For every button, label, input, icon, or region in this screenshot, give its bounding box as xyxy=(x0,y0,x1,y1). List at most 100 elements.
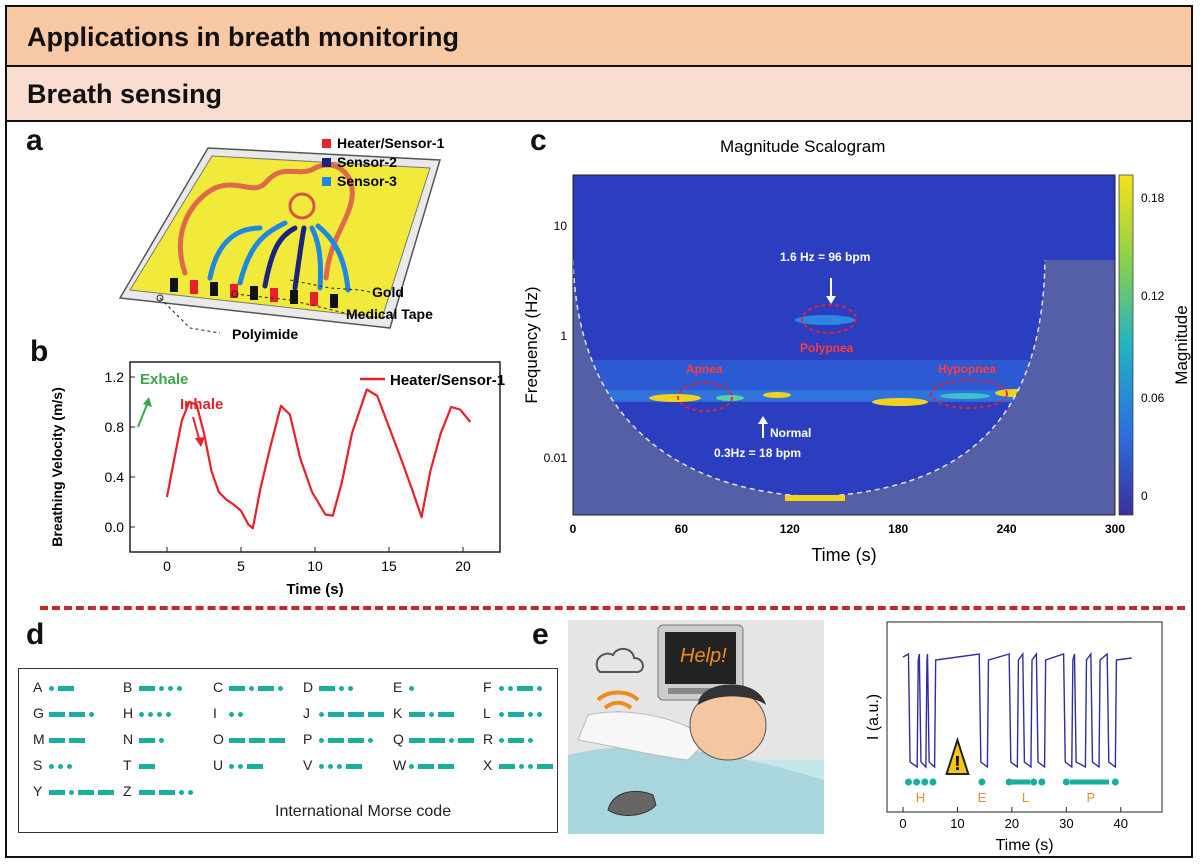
legend-sensor-3: Sensor-3 xyxy=(337,173,397,189)
morse-dot xyxy=(499,711,504,717)
decoded-letter: E xyxy=(978,790,987,805)
y-tick-label: 1.2 xyxy=(105,369,125,385)
morse-dash xyxy=(537,763,553,769)
legend-heater-sensor-1: Heater/Sensor-1 xyxy=(337,135,445,151)
morse-dot xyxy=(168,685,173,691)
x-tick-label: 0 xyxy=(163,558,171,574)
current-trace xyxy=(902,651,1132,769)
morse-dash xyxy=(409,737,425,743)
morse-dash xyxy=(499,763,515,769)
morse-letter-l: L xyxy=(483,705,542,721)
morse-letter-z: Z xyxy=(123,783,193,799)
morse-dot xyxy=(1038,778,1046,786)
morse-letter-x: X xyxy=(483,757,553,773)
morse-code-symbols xyxy=(317,757,364,773)
morse-dot xyxy=(58,763,63,769)
morse-dot xyxy=(148,711,153,717)
polypnea-label: Polypnea xyxy=(800,341,854,355)
x-tick-label: 30 xyxy=(1059,816,1073,831)
morse-letter-label: E xyxy=(393,679,403,695)
legend-label: Heater/Sensor-1 xyxy=(390,372,505,389)
morse-letter-n: N xyxy=(123,731,164,747)
morse-letter-label: F xyxy=(483,679,492,695)
morse-dot xyxy=(177,685,182,691)
morse-dash xyxy=(229,685,245,691)
morse-dot xyxy=(188,789,193,795)
panel-label-b: b xyxy=(30,335,49,368)
callout-polyimide: Polyimide xyxy=(232,326,299,342)
morse-letter-s: S xyxy=(33,757,72,773)
morse-letter-label: D xyxy=(303,679,314,695)
x-tick-label: 5 xyxy=(237,558,245,574)
figure-frame xyxy=(5,5,1193,858)
morse-letter-e: E xyxy=(393,679,414,695)
scalogram-title: Magnitude Scalogram xyxy=(720,137,886,156)
plot-frame xyxy=(572,174,1116,516)
polypnea-circle xyxy=(801,304,857,334)
morse-dash xyxy=(418,763,434,769)
morse-letter-b: B xyxy=(123,679,182,695)
morse-letter-label: Z xyxy=(123,783,132,799)
y-tick-label: 0.4 xyxy=(105,469,125,485)
x-tick-label: 120 xyxy=(780,522,800,536)
morse-dash xyxy=(258,685,274,691)
morse-letter-label: N xyxy=(123,731,134,747)
morse-letter-p: P xyxy=(303,731,373,747)
morse-dot xyxy=(508,685,513,691)
morse-code-symbols xyxy=(407,731,476,747)
morse-dash xyxy=(247,763,263,769)
x-tick-label: 0 xyxy=(899,816,906,831)
normal-frequency-label: 0.3Hz = 18 bpm xyxy=(714,446,802,460)
morse-dash xyxy=(1010,779,1031,785)
morse-dot xyxy=(229,711,234,717)
decoded-letter: L xyxy=(1022,790,1029,805)
morse-dot xyxy=(49,685,54,691)
morse-letter-label: A xyxy=(33,679,43,695)
morse-dot xyxy=(319,737,324,743)
morse-code-symbols xyxy=(47,757,74,773)
morse-dot xyxy=(139,711,144,717)
colorbar-tick-label: 0.18 xyxy=(1141,191,1165,205)
y-tick-label: 10 xyxy=(554,219,568,233)
decoded-letter: P xyxy=(1086,790,1095,805)
legend-sensor-2: Sensor-2 xyxy=(337,154,397,170)
morse-dash xyxy=(508,737,524,743)
morse-letter-label: P xyxy=(303,731,313,747)
morse-dash xyxy=(229,737,245,743)
morse-dot xyxy=(49,763,54,769)
x-tick-label: 20 xyxy=(455,558,471,574)
colorbar-tick-label: 0 xyxy=(1141,489,1148,503)
morse-code-symbols xyxy=(317,705,386,721)
x-tick-label: 20 xyxy=(1005,816,1019,831)
morse-code-symbols xyxy=(497,705,544,721)
morse-dash xyxy=(249,737,265,743)
morse-letter-label: I xyxy=(213,705,217,721)
exhale-label: Exhale xyxy=(140,371,188,388)
morse-letter-v: V xyxy=(303,757,362,773)
patient-scene-illustration xyxy=(568,620,824,834)
morse-code-symbols xyxy=(227,731,287,747)
panel-label-a: a xyxy=(26,124,43,157)
morse-code-symbols xyxy=(137,757,157,773)
morse-dot xyxy=(319,763,324,769)
morse-letter-label: H xyxy=(123,705,134,721)
morse-code-symbols xyxy=(317,731,375,747)
morse-dash xyxy=(269,737,285,743)
morse-dot xyxy=(537,685,542,691)
morse-letter-f: F xyxy=(483,679,542,695)
magnitude-scalogram: 0 60 120 180 240 300 10 1 0.01 Time (s) Frequency … xyxy=(522,174,1191,565)
morse-dot xyxy=(1111,778,1119,786)
morse-dot xyxy=(69,789,74,795)
morse-dash xyxy=(319,685,335,691)
decoded-letter: H xyxy=(916,790,925,805)
morse-dash xyxy=(348,711,364,717)
morse-letter-label: R xyxy=(483,731,494,747)
y-axis-label: Breathing Velocity (m/s) xyxy=(49,387,65,546)
morse-code-table: International Morse code A B C D E F G H I J K L M N O… xyxy=(18,668,558,833)
morse-code-symbols xyxy=(497,731,535,747)
breathing-velocity-chart: 0 5 10 15 20 0.0 0.4 0.8 1.2 Time (s) Breathing Ve… xyxy=(49,361,505,598)
morse-dot xyxy=(337,763,342,769)
morse-dot xyxy=(429,711,434,717)
x-tick-label: 40 xyxy=(1114,816,1128,831)
colorbar-tick-label: 0.06 xyxy=(1141,391,1165,405)
